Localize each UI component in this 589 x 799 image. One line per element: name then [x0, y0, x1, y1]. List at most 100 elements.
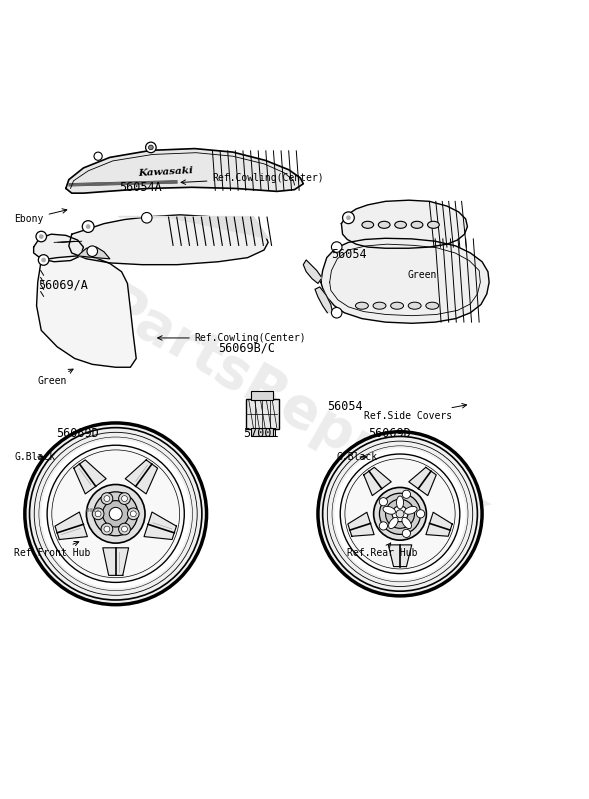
Polygon shape — [426, 512, 452, 536]
Circle shape — [318, 431, 482, 596]
Circle shape — [102, 501, 129, 527]
Text: 56069B/C: 56069B/C — [219, 341, 275, 355]
Circle shape — [402, 490, 411, 499]
Text: 56069D: 56069D — [368, 427, 411, 440]
Circle shape — [104, 526, 110, 532]
Circle shape — [130, 511, 136, 517]
Text: G.Black: G.Black — [337, 452, 378, 462]
Circle shape — [87, 484, 145, 543]
Circle shape — [118, 523, 130, 535]
Ellipse shape — [383, 507, 395, 515]
Circle shape — [41, 257, 46, 262]
Circle shape — [118, 493, 130, 504]
Circle shape — [396, 510, 404, 518]
Circle shape — [392, 506, 408, 522]
Text: 56054: 56054 — [327, 400, 362, 413]
Circle shape — [127, 508, 139, 519]
Circle shape — [416, 510, 425, 518]
Ellipse shape — [356, 302, 368, 309]
Polygon shape — [103, 548, 128, 575]
FancyBboxPatch shape — [251, 427, 273, 435]
Ellipse shape — [378, 221, 390, 229]
Text: 56069/A: 56069/A — [38, 279, 88, 292]
Ellipse shape — [389, 518, 398, 529]
Circle shape — [148, 145, 153, 149]
Circle shape — [340, 454, 460, 574]
Circle shape — [332, 242, 342, 252]
Polygon shape — [125, 460, 158, 494]
Ellipse shape — [408, 302, 421, 309]
Text: 56054: 56054 — [332, 248, 367, 260]
Text: Ref.Cowling(Center): Ref.Cowling(Center) — [158, 333, 306, 343]
Circle shape — [343, 212, 355, 224]
Polygon shape — [364, 467, 391, 495]
Text: Ref.Rear Hub: Ref.Rear Hub — [348, 543, 418, 558]
Polygon shape — [144, 512, 177, 539]
FancyBboxPatch shape — [246, 399, 279, 429]
Polygon shape — [409, 467, 436, 495]
Circle shape — [92, 508, 104, 519]
Polygon shape — [315, 287, 333, 312]
Text: 56069D: 56069D — [56, 427, 99, 440]
Ellipse shape — [402, 518, 412, 529]
Circle shape — [39, 234, 44, 239]
Circle shape — [332, 308, 342, 318]
Circle shape — [101, 493, 112, 504]
Circle shape — [47, 445, 184, 582]
Circle shape — [121, 526, 127, 532]
Circle shape — [87, 246, 98, 256]
Polygon shape — [37, 256, 136, 368]
Ellipse shape — [405, 507, 417, 515]
Text: ENKEI: ENKEI — [85, 508, 100, 514]
Circle shape — [36, 231, 47, 242]
Circle shape — [346, 216, 351, 220]
Circle shape — [373, 487, 426, 540]
Text: PartsRepublik: PartsRepublik — [91, 279, 498, 544]
Circle shape — [38, 255, 49, 265]
Circle shape — [94, 152, 102, 161]
Polygon shape — [34, 234, 84, 262]
Circle shape — [101, 523, 112, 535]
Text: Kawasaki: Kawasaki — [138, 166, 193, 178]
Ellipse shape — [395, 221, 406, 229]
Polygon shape — [303, 260, 321, 284]
Text: G.Black: G.Black — [14, 452, 55, 462]
Polygon shape — [388, 545, 412, 566]
Circle shape — [25, 423, 207, 605]
Text: Ref.Front Hub: Ref.Front Hub — [14, 542, 91, 558]
Ellipse shape — [426, 302, 439, 309]
Circle shape — [386, 499, 415, 528]
Polygon shape — [69, 215, 268, 264]
Circle shape — [335, 448, 466, 579]
Polygon shape — [66, 149, 303, 193]
Circle shape — [141, 213, 152, 223]
Polygon shape — [118, 217, 268, 238]
Circle shape — [94, 492, 138, 536]
Text: Ref.Cowling(Center): Ref.Cowling(Center) — [181, 173, 324, 185]
Circle shape — [86, 225, 91, 229]
Ellipse shape — [428, 221, 439, 229]
Text: 57001: 57001 — [243, 427, 279, 440]
Circle shape — [379, 522, 388, 530]
Circle shape — [41, 439, 190, 588]
Ellipse shape — [373, 302, 386, 309]
Text: Ref.Side Covers: Ref.Side Covers — [363, 403, 466, 421]
Ellipse shape — [391, 302, 403, 309]
Text: Green: Green — [407, 270, 436, 280]
Polygon shape — [74, 460, 106, 494]
Polygon shape — [342, 201, 468, 248]
Polygon shape — [55, 512, 87, 539]
Text: 56054A: 56054A — [118, 181, 161, 194]
Polygon shape — [321, 238, 489, 324]
Circle shape — [121, 495, 127, 502]
Ellipse shape — [396, 496, 403, 509]
Ellipse shape — [362, 221, 373, 229]
Circle shape — [109, 507, 122, 520]
Circle shape — [104, 495, 110, 502]
Circle shape — [379, 498, 388, 506]
Circle shape — [145, 142, 156, 153]
Ellipse shape — [411, 221, 423, 229]
FancyBboxPatch shape — [251, 392, 273, 400]
Polygon shape — [348, 512, 374, 536]
Circle shape — [82, 221, 94, 233]
